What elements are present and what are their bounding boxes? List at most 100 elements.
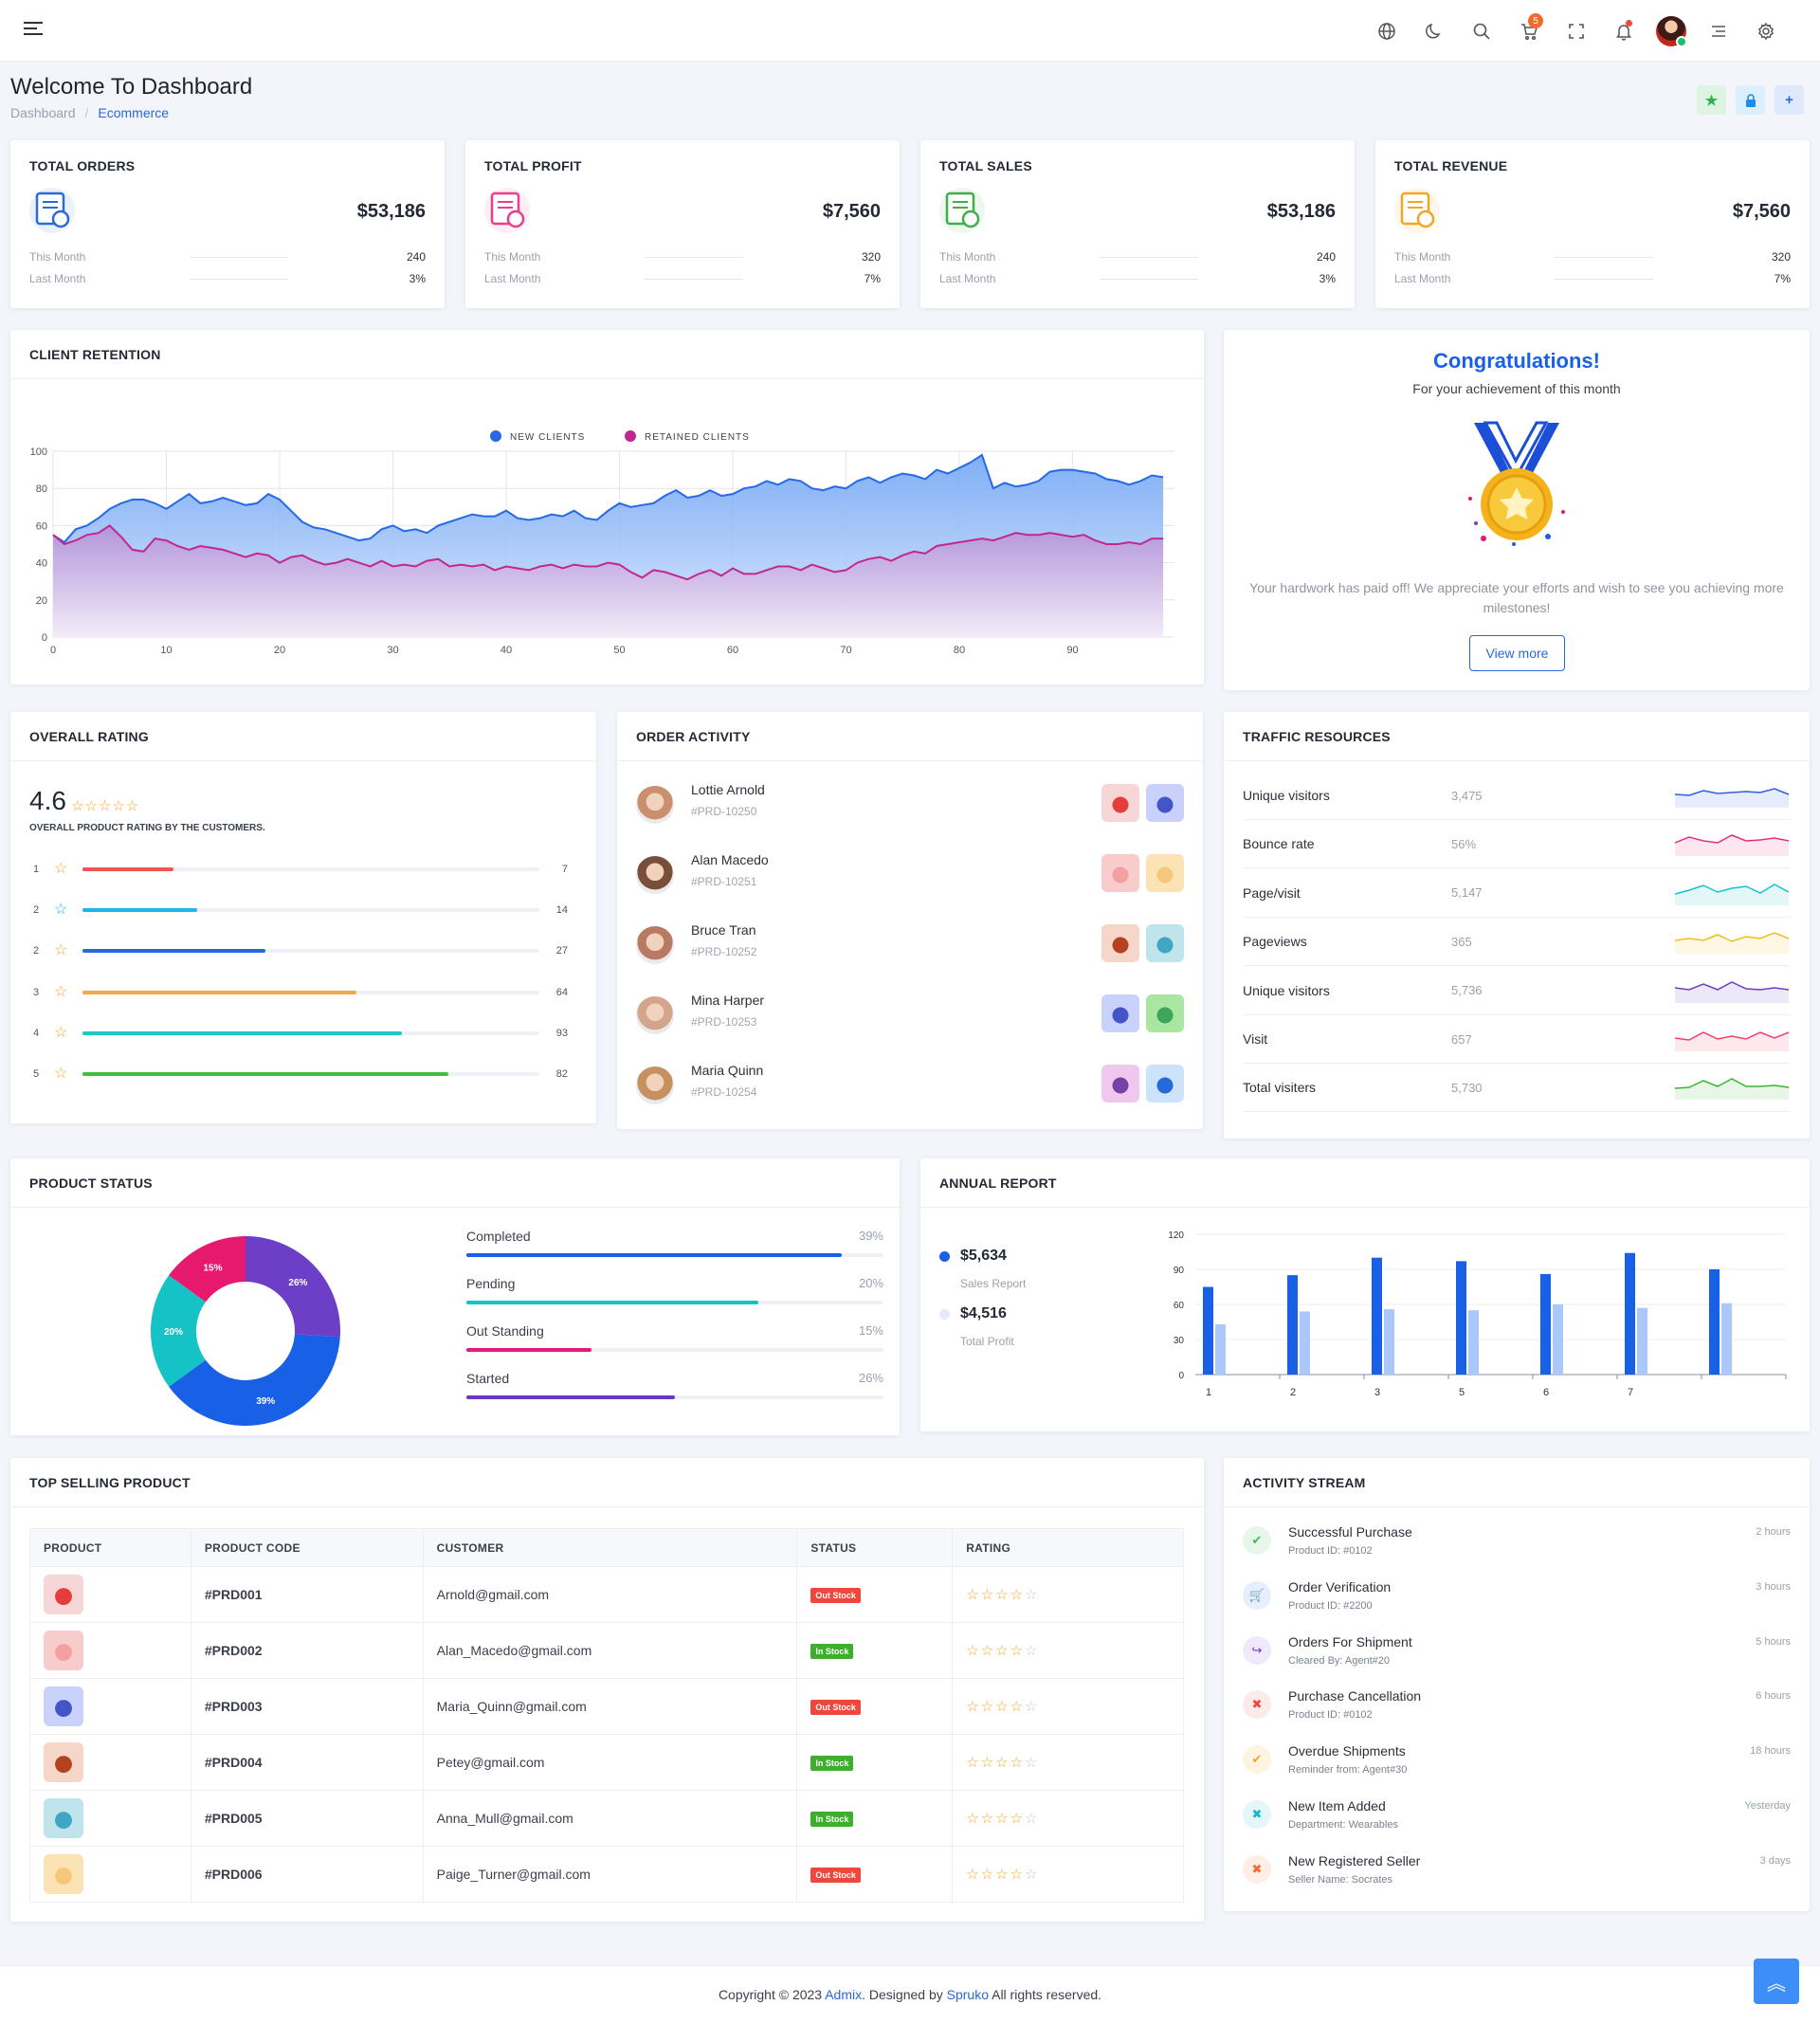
sparkline [1675,883,1790,905]
sales-bar [1540,1273,1551,1375]
activity-item[interactable]: ↪ Orders For Shipment Cleared By: Agent#20… [1243,1634,1791,1689]
activity-item[interactable]: ✖ New Registered Seller Seller Name: Socra… [1243,1853,1791,1908]
this-month-label: This Month [1394,250,1451,264]
revenue-icon [1394,188,1440,233]
column-header[interactable]: STATUS [796,1528,954,1567]
cross-icon: ✖ [1243,1854,1271,1884]
divider [1100,278,1199,280]
legend-label[interactable]: RETAINED CLIENTS [645,432,750,443]
gear-icon[interactable] [1750,15,1782,47]
donut-label: 20% [164,1327,183,1338]
customer-name: Bruce Tran [691,922,756,938]
product-thumbnail [44,1686,83,1726]
traffic-row: Total visiters 5,730 [1243,1064,1791,1113]
rating-row: 3 ☆ 64 [33,983,568,1002]
order-row[interactable]: Alan Macedo #PRD-10251 [636,848,1184,898]
product-code: #PRD005 [190,1790,424,1847]
product-thumbnail [1146,994,1184,1032]
traffic-label: Unique visitors [1243,982,1330,998]
order-row[interactable]: Mina Harper #PRD-10253 [636,989,1184,1038]
rating-bar [82,1072,539,1076]
rating-row: 4 ☆ 93 [33,1024,568,1043]
status-bar-fill [466,1253,842,1257]
order-id: #PRD-10252 [691,945,757,958]
rating-bar-fill [82,908,197,913]
activity-time: 18 hours [1750,1745,1791,1758]
menu-icon[interactable] [24,21,43,36]
order-row[interactable]: Lottie Arnold #PRD-10250 [636,778,1184,828]
divider [645,256,744,258]
activity-item[interactable]: 🛒 Order Verification Product ID: #2200 3 ho… [1243,1579,1791,1634]
rating-bar [82,990,539,994]
table-row[interactable]: #PRD003 Maria_Quinn@gmail.com Out Stock ☆☆☆… [29,1678,1184,1735]
this-month-value: 320 [1771,250,1791,264]
globe-icon[interactable] [1371,15,1403,47]
moon-icon[interactable] [1418,15,1450,47]
x-tick-label: 80 [954,645,965,656]
star-icon: ★ [1704,92,1719,109]
y-tick-label: 90 [1174,1266,1185,1276]
breadcrumb-ecommerce[interactable]: Ecommerce [98,105,170,120]
y-tick-label: 30 [1174,1336,1185,1346]
donut-label: 26% [288,1278,307,1288]
column-header[interactable]: PRODUCT [29,1528,191,1567]
customer-name: Maria Quinn [691,1063,764,1078]
product-thumbnail [1101,784,1139,822]
activity-item[interactable]: ✔ Successful Purchase Product ID: #0102 2 h… [1243,1524,1791,1579]
right-sidebar-icon[interactable] [1702,15,1735,47]
traffic-resources-card: TRAFFIC RESOURCES Unique visitors 3,475 Bo… [1224,712,1810,1139]
last-month-value: 7% [1774,272,1791,285]
table-row[interactable]: #PRD004 Petey@gmail.com In Stock ☆☆☆☆☆ [29,1734,1184,1791]
order-row[interactable]: Maria Quinn #PRD-10254 [636,1059,1184,1108]
status-badge: In Stock [810,1644,854,1659]
last-month-row: Last Month 3% [29,272,426,285]
fullscreen-icon[interactable] [1560,15,1592,47]
legend-label[interactable]: NEW CLIENTS [510,432,585,443]
table-row[interactable]: #PRD002 Alan_Macedo@gmail.com In Stock ☆☆☆☆… [29,1622,1184,1679]
product-status-card: PRODUCT STATUS 26% 39% 20% 15% Completed 39%… [10,1158,900,1435]
bell-icon[interactable] [1608,15,1640,47]
brand-link[interactable]: Admix [825,1987,863,2002]
rating-cell: ☆☆☆☆☆ [952,1790,1184,1847]
product-code: #PRD004 [190,1734,424,1791]
lock-button[interactable] [1736,85,1765,115]
view-more-button[interactable]: View more [1469,635,1565,671]
rating-bar-fill [82,1072,448,1076]
column-header[interactable]: RATING [952,1528,1184,1567]
activity-item[interactable]: ✖ Purchase Cancellation Product ID: #0102 6… [1243,1688,1791,1743]
activity-item[interactable]: ✔ Overdue Shipments Reminder from: Agent#3… [1243,1743,1791,1798]
status-bar [466,1348,883,1352]
cart-icon[interactable]: 5 [1513,13,1545,47]
status-label: Completed [466,1229,531,1244]
add-button[interactable]: + [1774,85,1804,115]
table-row[interactable]: #PRD001 Arnold@gmail.com Out Stock ☆☆☆☆☆ [29,1566,1184,1623]
stat-title: TOTAL PROFIT [484,158,582,173]
activity-item[interactable]: ✖ New Item Added Department: Wearables Yest… [1243,1798,1791,1853]
rating-stars: ☆☆☆☆☆ [966,1867,1040,1883]
star-icon: ☆ [54,942,68,959]
traffic-row: Pageviews 365 [1243,918,1791,967]
user-avatar[interactable] [1655,15,1687,47]
sales-value: $5,634 [960,1248,1007,1264]
orders-icon [29,188,75,233]
product-code: #PRD002 [190,1622,424,1679]
rating-row: 2 ☆ 14 [33,901,568,920]
x-tick-label: 60 [727,645,738,656]
order-row[interactable]: Bruce Tran #PRD-10252 [636,919,1184,968]
table-row[interactable]: #PRD006 Paige_Turner@gmail.com Out Stock ☆☆… [29,1846,1184,1903]
rating-cell: ☆☆☆☆☆ [952,1566,1184,1623]
search-icon[interactable] [1465,15,1498,47]
table-row[interactable]: #PRD005 Anna_Mull@gmail.com In Stock ☆☆☆☆☆ [29,1790,1184,1847]
rating-row: 1 ☆ 7 [33,860,568,879]
divider [190,256,289,258]
activity-title: Successful Purchase [1288,1524,1412,1540]
column-header[interactable]: PRODUCT CODE [190,1528,424,1567]
back-to-top-button[interactable]: ︽ [1754,1959,1799,2004]
star-button[interactable]: ★ [1697,85,1726,115]
overall-rating-card: OVERALL RATING 4.6 ☆☆☆☆☆ OVERALL PRODUCT… [10,712,596,1123]
rating-row: 5 ☆ 82 [33,1065,568,1084]
column-header[interactable]: CUSTOMER [422,1528,798,1567]
breadcrumb-dashboard[interactable]: Dashboard [10,105,76,120]
author-link[interactable]: Spruko [946,1987,989,2002]
traffic-label: Visit [1243,1031,1268,1047]
